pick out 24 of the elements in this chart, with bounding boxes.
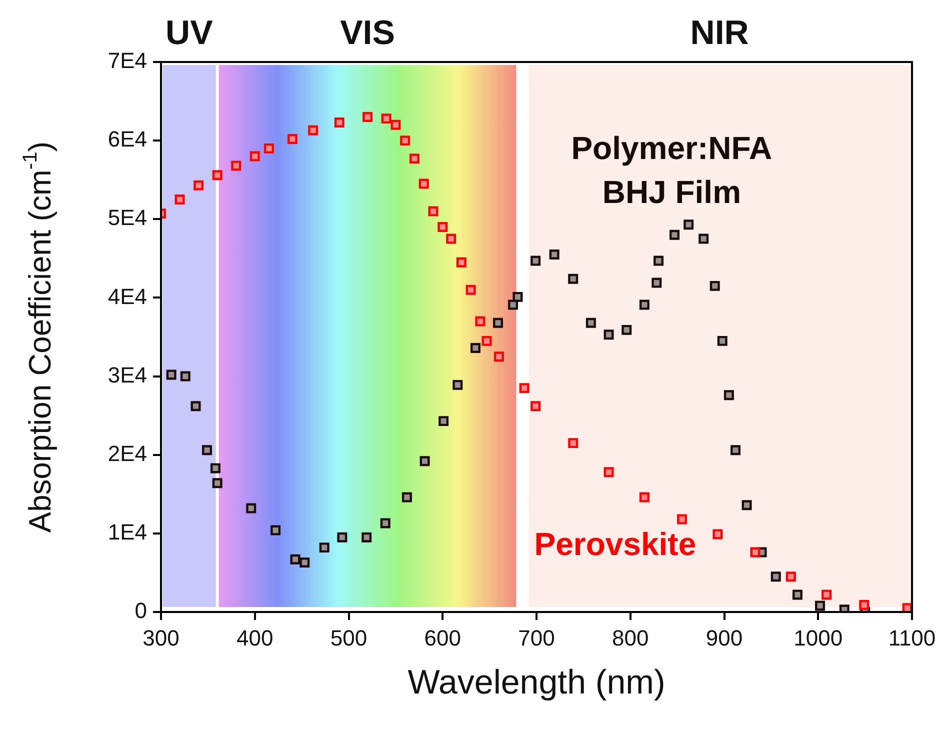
- y-tick-label: 5E4: [108, 205, 147, 230]
- band-label: UV: [166, 14, 214, 52]
- y-axis-title: Absorption Coefficient (cm-1): [20, 141, 58, 533]
- series-label: Polymer:NFA BHJ Film: [571, 130, 772, 210]
- x-tick-label: 500: [330, 625, 368, 650]
- x-tick-label: 900: [706, 625, 743, 650]
- y-tick-label: 6E4: [108, 126, 147, 152]
- x-tick-label: 600: [424, 625, 461, 650]
- x-tick-label: 700: [518, 625, 555, 650]
- band-label: NIR: [690, 14, 749, 52]
- y-tick-label: 1E4: [108, 519, 147, 544]
- y-tick-label: 0: [134, 598, 147, 624]
- series-label: Perovskite: [534, 526, 696, 562]
- band-label: VIS: [340, 14, 395, 52]
- x-tick-label: 800: [612, 625, 649, 650]
- y-tick-label: 2E4: [108, 440, 147, 466]
- y-tick-label: 4E4: [108, 284, 147, 309]
- x-axis-title: Wavelength (nm): [408, 663, 666, 702]
- x-tick-label: 400: [236, 625, 274, 650]
- x-tick-label: 1000: [794, 625, 843, 650]
- y-tick-label: 7E4: [108, 48, 147, 74]
- x-tick-label: 1100: [888, 625, 936, 650]
- y-tick-label: 3E4: [108, 362, 147, 388]
- x-tick-label: 300: [142, 625, 180, 650]
